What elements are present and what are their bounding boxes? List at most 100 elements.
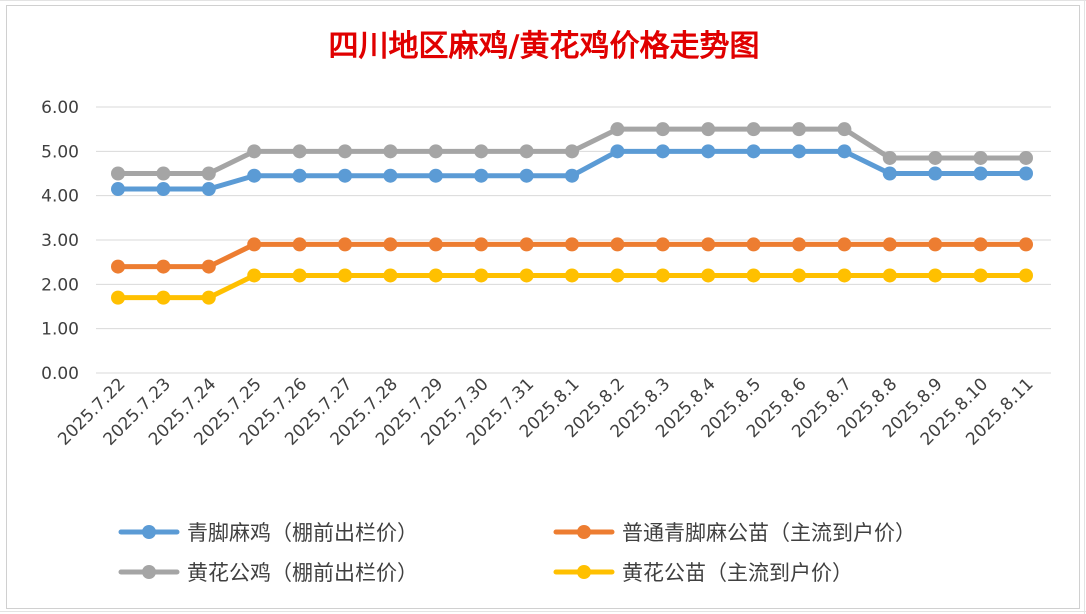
data-point (292, 268, 307, 283)
data-point (701, 122, 716, 137)
data-point (973, 150, 988, 165)
chart-title: 四川地区麻鸡/黄花鸡价格走势图 (329, 29, 760, 64)
data-point (792, 122, 806, 137)
data-point (338, 144, 352, 159)
data-point (973, 166, 988, 181)
data-point (837, 237, 852, 252)
legend-swatch-marker (577, 525, 591, 539)
data-point (383, 237, 398, 252)
legend-swatch-marker (142, 525, 156, 539)
data-point (111, 166, 125, 181)
y-tick-label: 6.00 (41, 98, 79, 118)
series-3 (111, 122, 1033, 181)
data-point (701, 268, 716, 283)
y-tick-label: 0.00 (41, 364, 79, 384)
data-point (519, 168, 534, 183)
data-point (247, 144, 262, 159)
data-point (565, 268, 579, 283)
data-point (928, 150, 943, 165)
legend-item-3[interactable]: 黄花公鸡（棚前出栏价） (118, 561, 418, 585)
data-point (1019, 237, 1033, 252)
data-point (519, 237, 534, 252)
data-point (292, 168, 307, 183)
data-point (928, 166, 943, 181)
data-point (973, 237, 988, 252)
data-point (746, 144, 761, 159)
data-point (565, 168, 579, 183)
line-chart: 四川地区麻鸡/黄花鸡价格走势图 0.00 1.00 2.00 3.00 4.00 5.00… (41, 29, 1051, 585)
chart-area[interactable]: 四川地区麻鸡/黄花鸡价格走势图 0.00 1.00 2.00 3.00 4.00 5.00… (6, 5, 1080, 609)
data-point (1019, 268, 1033, 283)
data-point (746, 122, 761, 137)
data-point (201, 166, 216, 181)
data-point (837, 144, 852, 159)
data-point (655, 237, 670, 252)
data-point (338, 168, 352, 183)
data-point (292, 237, 307, 252)
plot-series (111, 122, 1033, 305)
y-tick-label: 1.00 (41, 320, 79, 340)
legend-label: 黄花公鸡（棚前出栏价） (187, 561, 418, 585)
series-4 (111, 268, 1033, 305)
data-point (338, 237, 352, 252)
data-point (928, 237, 943, 252)
data-point (428, 268, 443, 283)
data-point (474, 144, 489, 159)
y-tick-label: 4.00 (41, 187, 79, 207)
data-point (156, 290, 171, 305)
legend-swatch-marker (577, 565, 591, 579)
data-point (428, 144, 443, 159)
data-point (474, 268, 489, 283)
data-point (655, 144, 670, 159)
data-point (882, 150, 897, 165)
data-point (111, 290, 125, 305)
series-2 (111, 237, 1033, 274)
y-axis-ticks: 0.00 1.00 2.00 3.00 4.00 5.00 6.00 (41, 98, 79, 384)
data-point (111, 182, 125, 197)
data-point (610, 268, 625, 283)
legend[interactable]: 青脚麻鸡（棚前出栏价） 普通青脚麻公苗（主流到户价） 黄花公鸡（棚前出栏价） 黄花公苗… (118, 521, 916, 585)
legend-label: 青脚麻鸡（棚前出栏价） (187, 521, 418, 545)
legend-item-1[interactable]: 青脚麻鸡（棚前出栏价） (118, 521, 418, 545)
data-point (428, 237, 443, 252)
legend-label: 普通青脚麻公苗（主流到户价） (622, 521, 916, 545)
data-point (292, 144, 307, 159)
data-point (201, 182, 216, 197)
data-point (837, 268, 852, 283)
y-tick-label: 2.00 (41, 275, 79, 295)
data-point (474, 168, 489, 183)
data-point (1019, 150, 1033, 165)
data-point (156, 166, 171, 181)
data-point (928, 268, 943, 283)
data-point (474, 237, 489, 252)
data-point (383, 168, 398, 183)
data-point (610, 237, 625, 252)
data-point (792, 268, 806, 283)
legend-label: 黄花公苗（主流到户价） (622, 561, 853, 585)
data-point (247, 268, 262, 283)
data-point (428, 168, 443, 183)
data-point (156, 182, 171, 197)
data-point (746, 237, 761, 252)
data-point (882, 237, 897, 252)
data-point (519, 268, 534, 283)
data-point (383, 144, 398, 159)
legend-item-4[interactable]: 黄花公苗（主流到户价） (553, 561, 853, 585)
data-point (792, 237, 806, 252)
data-point (701, 237, 716, 252)
data-point (792, 144, 806, 159)
data-point (565, 237, 579, 252)
data-point (201, 259, 216, 274)
data-point (338, 268, 352, 283)
data-point (655, 122, 670, 137)
data-point (247, 237, 262, 252)
y-tick-label: 3.00 (41, 231, 79, 251)
data-point (1019, 166, 1033, 181)
legend-item-2[interactable]: 普通青脚麻公苗（主流到户价） (553, 521, 916, 545)
data-point (201, 290, 216, 305)
data-point (655, 268, 670, 283)
data-point (565, 144, 579, 159)
series-1 (111, 144, 1033, 197)
data-point (610, 144, 625, 159)
data-point (610, 122, 625, 137)
